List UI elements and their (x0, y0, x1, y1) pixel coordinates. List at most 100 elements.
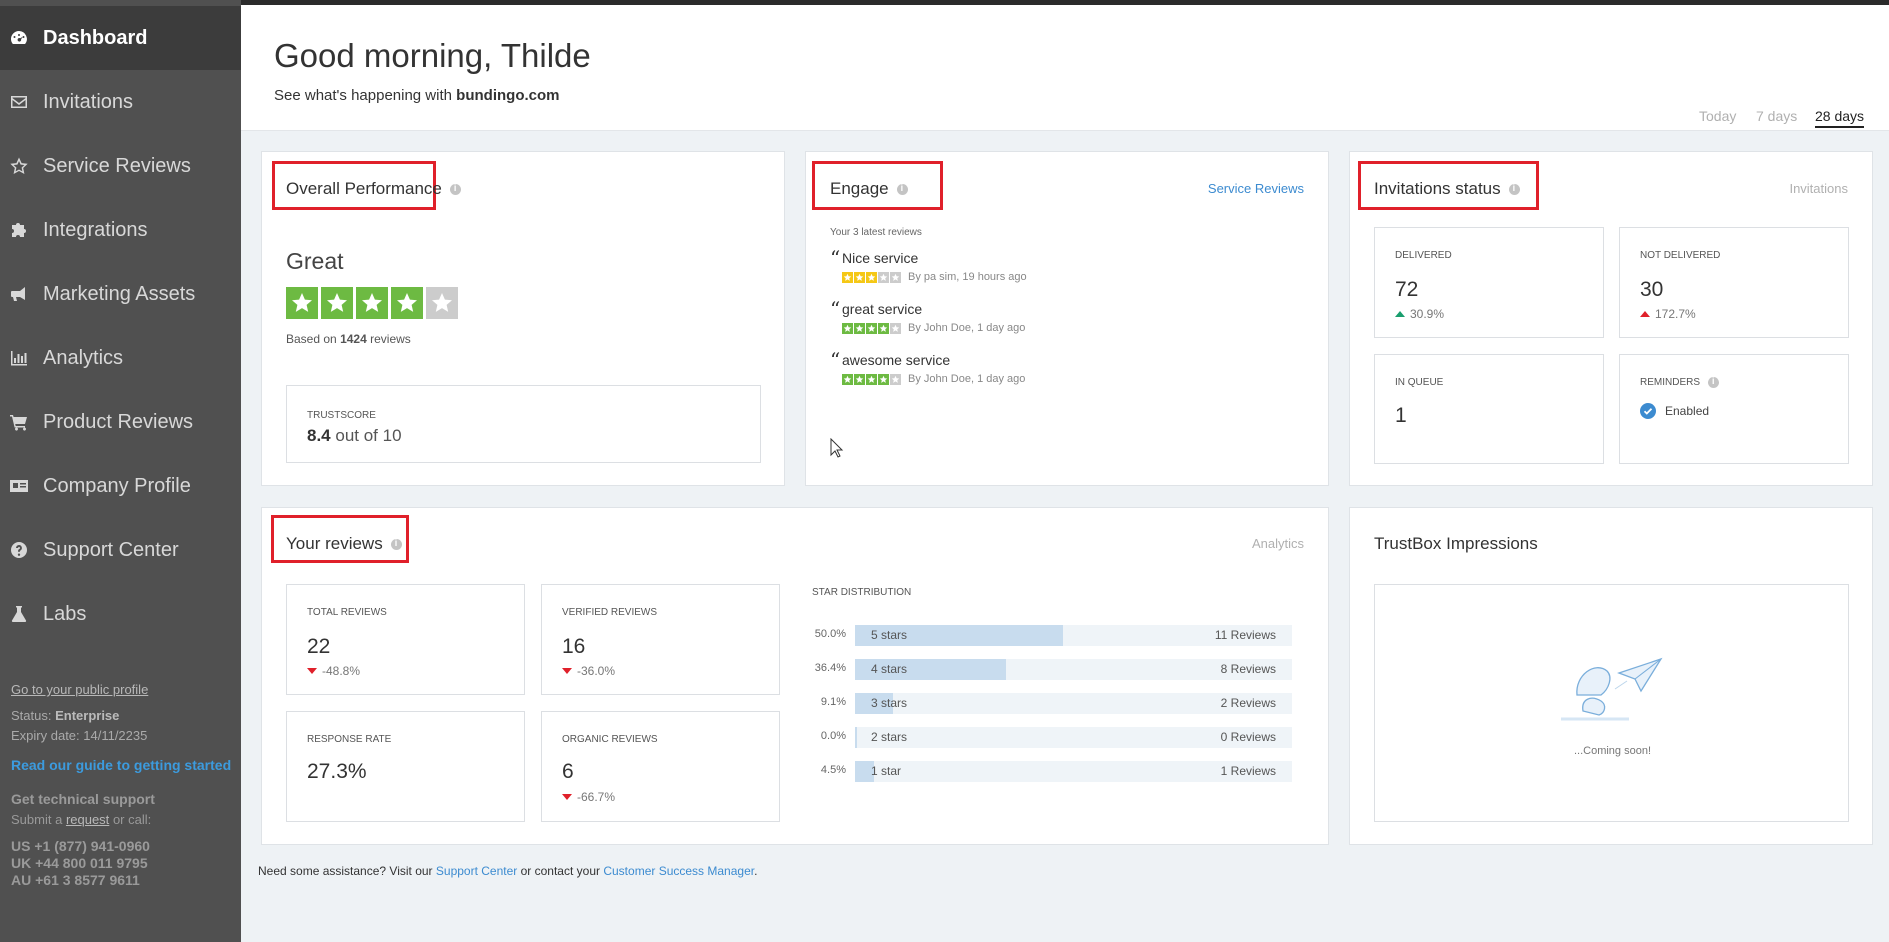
distribution-percent: 4.5% (820, 764, 846, 776)
mouse-cursor-icon (830, 438, 844, 458)
page-header: Good morning, Thilde See what's happenin… (241, 5, 1889, 131)
trustscore-label: TRUSTSCORE (307, 410, 376, 421)
range-28-days[interactable]: 28 days (1815, 108, 1865, 128)
total-reviews-delta: -48.8% (307, 664, 360, 678)
sidebar-item-invitations[interactable]: Invitations (0, 70, 241, 134)
organic-reviews-value: 6 (562, 760, 574, 783)
support-title: Get technical support (11, 791, 155, 807)
review-meta: By John Doe, 1 day ago (842, 322, 1025, 334)
organic-reviews-box: ORGANIC REVIEWS 6 -66.7% (541, 711, 780, 822)
phone-uk: UK +44 800 011 9795 (11, 855, 148, 871)
status-label: Status: (11, 708, 52, 723)
review-stars (842, 271, 902, 283)
star-icon (842, 271, 853, 283)
sidebar-item-label: Integrations (43, 218, 148, 241)
star-icon (426, 287, 458, 319)
in-queue-box: IN QUEUE 1 (1374, 354, 1604, 464)
customer-success-manager-link[interactable]: Customer Success Manager (603, 864, 755, 878)
trustbox-placeholder: ...Coming soon! (1374, 584, 1849, 822)
not-delivered-value: 30 (1640, 278, 1664, 301)
verified-reviews-label: VERIFIED REVIEWS (562, 607, 658, 618)
distribution-bar-track: 4 stars 8 Reviews (855, 659, 1292, 680)
cart-icon (8, 411, 30, 433)
distribution-percent: 0.0% (820, 730, 846, 742)
service-reviews-link[interactable]: Service Reviews (1207, 181, 1304, 196)
sidebar-item-integrations[interactable]: Integrations (0, 198, 241, 262)
invitations-link[interactable]: Invitations (1789, 181, 1848, 196)
distribution-count: 11 Reviews (1214, 628, 1276, 642)
distribution-row: 4.5% 1 star 1 Reviews (807, 761, 1292, 782)
footer-middle: or contact your (520, 864, 600, 878)
highlight-box (812, 161, 943, 210)
sidebar-item-dashboard[interactable]: Dashboard (0, 6, 241, 70)
sidebar-item-label: Invitations (43, 90, 134, 113)
distribution-percent: 9.1% (820, 696, 846, 708)
verified-reviews-box: VERIFIED REVIEWS 16 -36.0% (541, 584, 780, 695)
request-link[interactable]: request (65, 812, 110, 827)
star-icon (854, 271, 865, 283)
total-reviews-label: TOTAL REVIEWS (307, 607, 387, 618)
down-arrow-icon (562, 668, 572, 674)
card-title: Overall Performance (286, 179, 461, 199)
sidebar-item-marketing-assets[interactable]: Marketing Assets (0, 262, 241, 326)
star-icon (854, 322, 865, 334)
delta-text: -66.7% (577, 790, 616, 804)
id-card-icon (8, 475, 30, 497)
distribution-star-label: 4 stars (871, 662, 908, 676)
status-text: Status: Enterprise (11, 708, 119, 723)
star-outline-icon (8, 155, 30, 177)
top-bar (0, 0, 1889, 5)
sidebar-item-service-reviews[interactable]: Service Reviews (0, 134, 241, 198)
distribution-star-label: 5 stars (871, 628, 908, 642)
trustbox-impressions-card: TrustBox Impressions ...Coming soon! (1349, 507, 1873, 845)
distribution-count: 0 Reviews (1220, 730, 1276, 744)
reminders-label: REMINDERS (1640, 377, 1701, 388)
card-title-text: Engage (830, 179, 889, 198)
based-prefix: Based on (286, 332, 337, 346)
public-profile-link[interactable]: Go to your public profile (11, 682, 149, 697)
distribution-bar-track: 5 stars 11 Reviews (855, 625, 1292, 646)
support-center-link[interactable]: Support Center (435, 864, 518, 878)
card-title: TrustBox Impressions (1374, 534, 1538, 553)
delivered-label: DELIVERED (1395, 250, 1452, 261)
info-icon[interactable] (1508, 183, 1520, 195)
verified-reviews-delta: -36.0% (562, 664, 615, 678)
info-icon[interactable] (390, 538, 402, 550)
delta-text: 172.7% (1655, 307, 1696, 321)
distribution-percent: 50.0% (814, 628, 846, 640)
highlight-box (272, 161, 436, 210)
distribution-count: 1 Reviews (1220, 764, 1276, 778)
phone-au: AU +61 3 8577 9611 (11, 872, 140, 888)
sidebar-item-support-center[interactable]: Support Center (0, 518, 241, 582)
sidebar-item-labs[interactable]: Labs (0, 582, 241, 646)
sidebar-item-company-profile[interactable]: Company Profile (0, 454, 241, 518)
star-icon (878, 271, 889, 283)
analytics-link[interactable]: Analytics (1251, 536, 1304, 551)
sidebar-item-analytics[interactable]: Analytics (0, 326, 241, 390)
main-content: Good morning, Thilde See what's happenin… (241, 5, 1889, 942)
sidebar-item-label: Support Center (43, 538, 179, 561)
quote-icon: “ (830, 348, 841, 372)
not-delivered-delta: 172.7% (1640, 307, 1696, 321)
distribution-row: 9.1% 3 stars 2 Reviews (807, 693, 1292, 714)
getting-started-link[interactable]: Read our guide to getting started (11, 757, 232, 773)
range-7-days[interactable]: 7 days (1756, 108, 1798, 124)
sidebar-item-product-reviews[interactable]: Product Reviews (0, 390, 241, 454)
expiry-date: Expiry date: 14/11/2235 (11, 728, 148, 743)
delta-text: -36.0% (577, 664, 616, 678)
distribution-bar-fill (855, 727, 857, 748)
delivered-delta: 30.9% (1395, 307, 1444, 321)
info-icon[interactable] (1708, 376, 1720, 388)
info-icon[interactable] (896, 183, 908, 195)
info-icon[interactable] (449, 183, 461, 195)
star-icon (842, 373, 853, 385)
star-icon (866, 373, 877, 385)
trustscore-number: 8.4 (307, 426, 331, 445)
card-title: Engage (830, 179, 908, 199)
sidebar-item-label: Marketing Assets (43, 282, 196, 305)
review-author-time: By John Doe, 1 day ago (908, 322, 1026, 334)
range-today[interactable]: Today (1699, 108, 1737, 124)
based-on-text: Based on 1424 reviews (286, 332, 411, 346)
star-icon (890, 271, 901, 283)
review-stars (842, 322, 902, 334)
